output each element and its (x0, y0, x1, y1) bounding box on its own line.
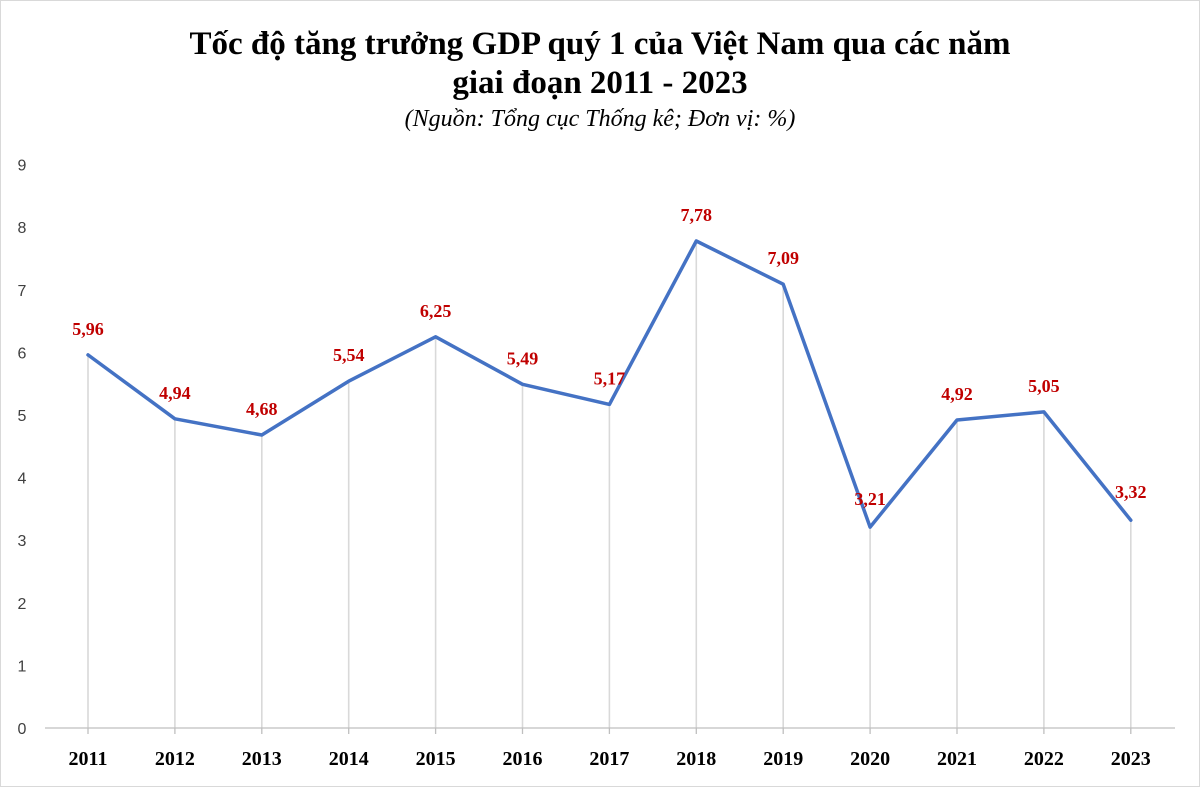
x-tick-label: 2014 (329, 748, 369, 770)
y-tick-label: 6 (18, 345, 27, 362)
x-tick-label: 2019 (763, 748, 803, 770)
y-tick-label: 3 (18, 533, 27, 550)
data-label: 5,54 (333, 345, 365, 365)
data-label: 5,96 (72, 319, 104, 339)
data-label: 3,21 (854, 489, 886, 509)
y-tick-label: 9 (18, 158, 27, 175)
x-tick-label: 2012 (155, 748, 195, 770)
data-label: 5,49 (507, 348, 539, 368)
x-tick-label: 2018 (676, 748, 716, 770)
data-label: 3,32 (1115, 482, 1147, 502)
y-tick-label: 2 (18, 596, 27, 613)
chart-title-line2: giai đoạn 2011 - 2023 (452, 65, 748, 101)
x-tick-label: 2013 (242, 748, 282, 770)
drop-lines (87, 240, 1132, 728)
x-tick-label: 2020 (850, 748, 890, 770)
data-label: 4,94 (159, 383, 191, 403)
y-tick-label: 1 (18, 658, 27, 675)
x-tick-label: 2021 (937, 748, 977, 770)
x-axis (45, 727, 1175, 734)
x-tick-label: 2011 (69, 748, 108, 770)
y-axis-tick-labels: 0 1 2 3 4 5 6 7 8 9 (18, 158, 27, 738)
data-label: 6,25 (420, 301, 452, 321)
x-tick-label: 2022 (1024, 748, 1064, 770)
chart-subtitle: (Nguồn: Tổng cục Thống kê; Đơn vị: %) (404, 106, 796, 132)
data-label: 5,05 (1028, 376, 1060, 396)
x-axis-tick-labels: 2011 2012 2013 2014 2015 2016 2017 2018 2019 2020… (69, 748, 1151, 770)
y-tick-label: 7 (18, 283, 27, 300)
series-line (86, 239, 1133, 529)
data-labels: 5,96 4,94 4,68 5,54 6,25 5,49 5,17 7,78 7,09 3,21… (72, 205, 1146, 509)
y-tick-label: 8 (18, 220, 27, 237)
data-label: 7,78 (681, 205, 713, 225)
y-tick-label: 5 (18, 408, 27, 425)
data-label: 4,92 (941, 384, 973, 404)
x-tick-label: 2017 (589, 748, 629, 770)
data-label: 4,68 (246, 399, 278, 419)
x-tick-label: 2023 (1111, 748, 1151, 770)
data-label: 7,09 (767, 248, 799, 268)
data-label: 5,17 (594, 368, 626, 388)
x-tick-label: 2015 (416, 748, 456, 770)
x-tick-label: 2016 (503, 748, 543, 770)
series-line-group (86, 239, 1133, 529)
chart-title-line1: Tốc độ tăng trưởng GDP quý 1 của Việt Na… (189, 26, 1011, 62)
y-tick-label: 0 (18, 721, 27, 738)
y-tick-label: 4 (18, 471, 27, 488)
